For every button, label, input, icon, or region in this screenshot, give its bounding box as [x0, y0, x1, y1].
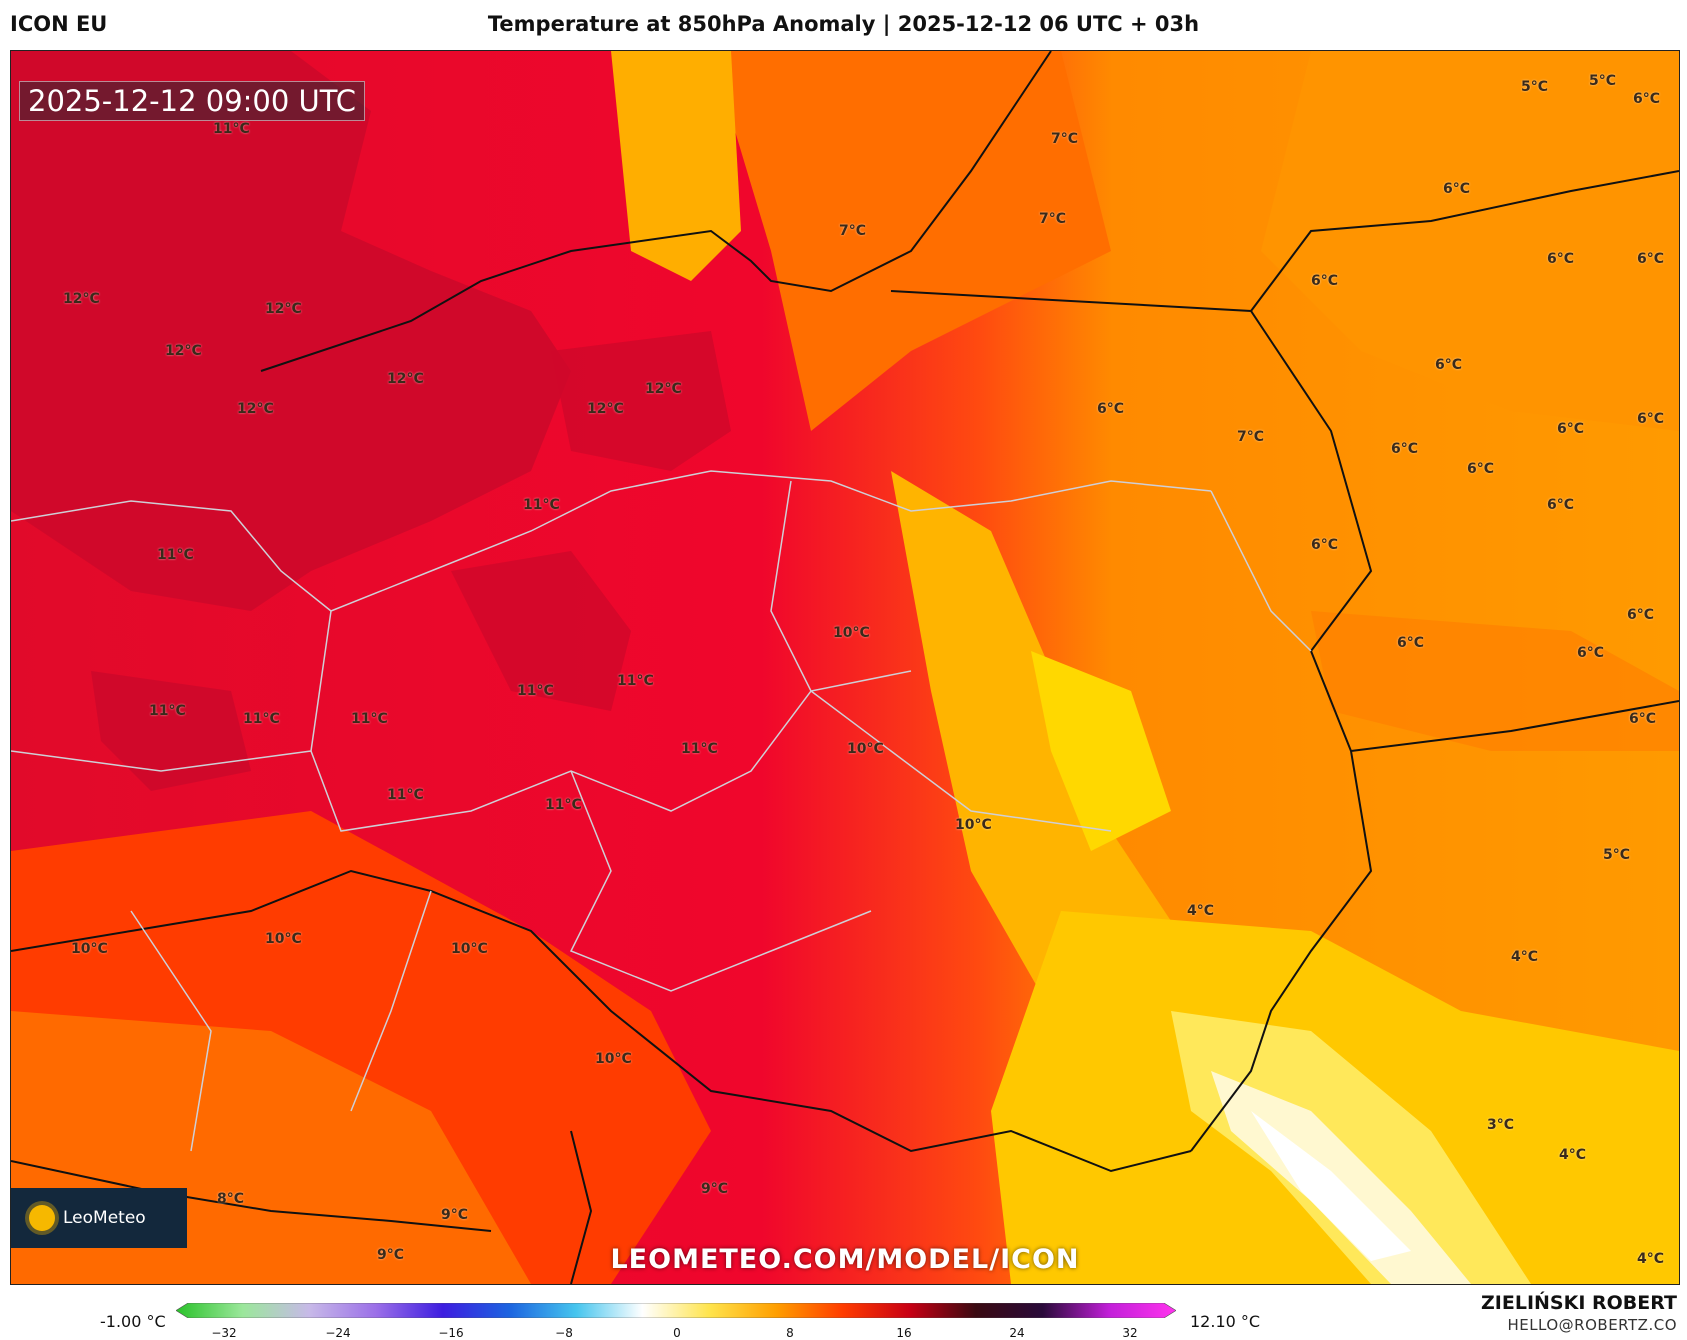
temperature-label: 12°C [63, 291, 100, 307]
temperature-label: 12°C [237, 401, 274, 417]
temperature-label: 6°C [1557, 421, 1585, 437]
temperature-label: 12°C [645, 381, 682, 397]
temperature-label: 6°C [1311, 273, 1339, 289]
temperature-label: 11°C [213, 121, 250, 137]
author-name: ZIELIŃSKI ROBERT [1481, 1292, 1677, 1314]
temperature-label: 6°C [1435, 357, 1463, 373]
temperature-label: 6°C [1547, 251, 1575, 267]
temperature-label: 11°C [387, 787, 424, 803]
temperature-field [11, 51, 1679, 1284]
temperature-label: 12°C [165, 343, 202, 359]
temperature-label: 11°C [243, 711, 280, 727]
temperature-label: 11°C [523, 497, 560, 513]
temperature-label: 6°C [1633, 91, 1661, 107]
sun-icon [29, 1205, 55, 1231]
temperature-label: 12°C [387, 371, 424, 387]
scale-tick-label: 8 [786, 1326, 794, 1340]
temperature-label: 5°C [1589, 73, 1617, 89]
scale-tick-label: 32 [1122, 1326, 1138, 1340]
temperature-label: 5°C [1521, 79, 1549, 95]
temperature-label: 6°C [1311, 537, 1339, 553]
temperature-label: 9°C [377, 1247, 405, 1263]
temperature-label: 6°C [1547, 497, 1575, 513]
scale-tick-label: 24 [1009, 1326, 1025, 1340]
temperature-label: 9°C [441, 1207, 469, 1223]
temperature-label: 11°C [681, 741, 718, 757]
temperature-label: 6°C [1627, 607, 1655, 623]
logo-text: LeoMeteo [63, 1208, 146, 1228]
temperature-label: 3°C [1487, 1117, 1515, 1133]
temperature-label: 4°C [1511, 949, 1539, 965]
scale-tick-label: −8 [555, 1326, 573, 1340]
temperature-label: 7°C [1039, 211, 1067, 227]
temperature-label: 11°C [517, 683, 554, 699]
temperature-label: 12°C [265, 301, 302, 317]
temperature-label: 10°C [71, 941, 108, 957]
temperature-label: 6°C [1629, 711, 1657, 727]
temperature-label: 6°C [1467, 461, 1495, 477]
color-scale-bar [176, 1303, 1176, 1318]
temperature-label: 10°C [833, 625, 870, 641]
temperature-label: 11°C [617, 673, 654, 689]
valid-time-badge: 2025-12-12 09:00 UTC [19, 81, 366, 121]
temperature-label: 6°C [1637, 411, 1665, 427]
temperature-label: 7°C [1237, 429, 1265, 445]
author-contact[interactable]: HELLO@ROBERTZ.CO [1507, 1316, 1677, 1334]
temperature-label: 11°C [149, 703, 186, 719]
temperature-label: 6°C [1577, 645, 1605, 661]
temperature-label: 10°C [451, 941, 488, 957]
temperature-label: 6°C [1391, 441, 1419, 457]
coastline [11, 51, 1679, 1284]
temperature-label: 9°C [701, 1181, 729, 1197]
temperature-label: 8°C [217, 1191, 245, 1207]
range-max-label: 12.10 °C [1190, 1312, 1261, 1331]
temperature-label: 6°C [1397, 635, 1425, 651]
model-name: ICON EU [10, 12, 108, 36]
temperature-label: 4°C [1559, 1147, 1587, 1163]
temperature-label: 5°C [1603, 847, 1631, 863]
temperature-label: 6°C [1097, 401, 1125, 417]
scale-tick-label: 0 [673, 1326, 681, 1340]
leometeo-logo[interactable]: LeoMeteo [11, 1188, 187, 1248]
temperature-label: 10°C [595, 1051, 632, 1067]
temperature-label: 12°C [587, 401, 624, 417]
temperature-label: 10°C [847, 741, 884, 757]
temperature-label: 6°C [1637, 251, 1665, 267]
temperature-label: 10°C [265, 931, 302, 947]
temperature-label: 11°C [351, 711, 388, 727]
temperature-label: 7°C [839, 223, 867, 239]
scale-tick-label: −24 [325, 1326, 351, 1340]
scale-tick-label: 16 [896, 1326, 912, 1340]
temperature-label: 11°C [545, 797, 582, 813]
region-borders [11, 470, 1312, 1152]
range-min-label: -1.00 °C [100, 1312, 166, 1331]
temperature-label: 7°C [1051, 131, 1079, 147]
map-panel[interactable]: 2025-12-12 09:00 UTC 11°C 12°C 12°C 12°C… [10, 50, 1680, 1285]
scale-tick-label: −32 [211, 1326, 237, 1340]
source-url-watermark: LEOMETEO.COM/MODEL/ICON [610, 1244, 1080, 1275]
temperature-label: 4°C [1637, 1251, 1665, 1267]
scale-tick-label: −16 [438, 1326, 464, 1340]
temperature-label: 4°C [1187, 903, 1215, 919]
temperature-label: 10°C [955, 817, 992, 833]
temperature-label: 11°C [157, 547, 194, 563]
temperature-label: 6°C [1443, 181, 1471, 197]
map-title: Temperature at 850hPa Anomaly | 2025-12-… [487, 12, 1200, 36]
